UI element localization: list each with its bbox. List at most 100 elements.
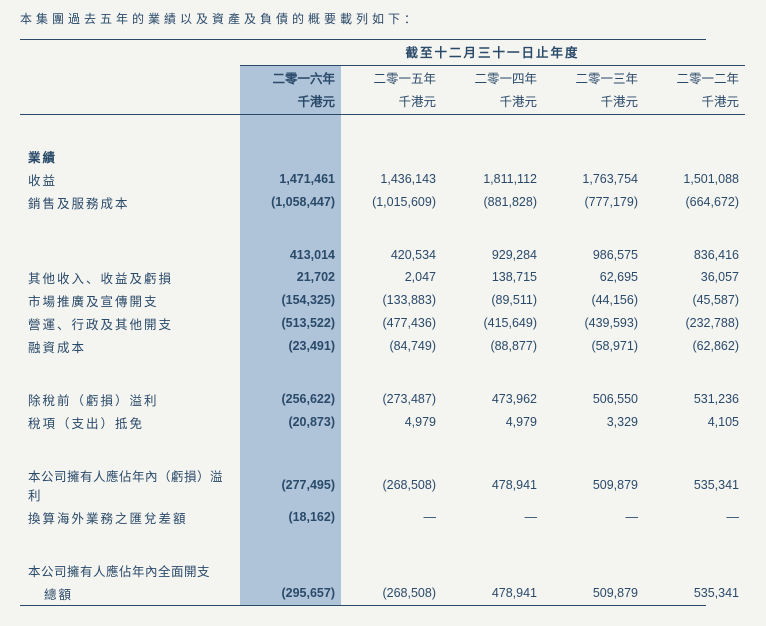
row-label-total-1: 本公司擁有人應佔年內全面開支 bbox=[20, 559, 240, 582]
row-label-admin: 營運、行政及其他開支 bbox=[20, 312, 240, 335]
table-row: 除稅前（虧損）溢利 (256,622) (273,487) 473,962 50… bbox=[20, 388, 745, 411]
financial-summary-table: 截至十二月三十一日止年度 二零一六年 二零一五年 二零一四年 二零一三年 二零一… bbox=[20, 40, 745, 605]
cell: 1,501,088 bbox=[644, 168, 745, 191]
cell: (256,622) bbox=[240, 388, 341, 411]
cell: (88,877) bbox=[442, 335, 543, 358]
cell: 473,962 bbox=[442, 388, 543, 411]
cell: 4,979 bbox=[442, 411, 543, 434]
col-year-2016: 二零一六年 bbox=[240, 66, 341, 90]
cell: (881,828) bbox=[442, 191, 543, 214]
cell: (18,162) bbox=[240, 506, 341, 529]
cell: 531,236 bbox=[644, 388, 745, 411]
col-year-2012: 二零一二年 bbox=[644, 66, 745, 90]
cell: (58,971) bbox=[543, 335, 644, 358]
row-label-fx: 換算海外業務之匯兌差額 bbox=[20, 506, 240, 529]
cell: (415,649) bbox=[442, 312, 543, 335]
cell: 138,715 bbox=[442, 266, 543, 289]
table-row: 本公司擁有人應佔年內（虧損）溢利 (277,495) (268,508) 478… bbox=[20, 464, 745, 506]
cell: 1,811,112 bbox=[442, 168, 543, 191]
cell: 3,329 bbox=[543, 411, 644, 434]
row-label-owners: 本公司擁有人應佔年內（虧損）溢利 bbox=[20, 464, 240, 506]
cell: (84,749) bbox=[341, 335, 442, 358]
cell: 413,014 bbox=[240, 244, 341, 266]
cell: (89,511) bbox=[442, 289, 543, 312]
cell: — bbox=[341, 506, 442, 529]
cell: — bbox=[543, 506, 644, 529]
row-label-marketing: 市場推廣及宣傳開支 bbox=[20, 289, 240, 312]
cell: 420,534 bbox=[341, 244, 442, 266]
cell: (777,179) bbox=[543, 191, 644, 214]
cell: (232,788) bbox=[644, 312, 745, 335]
cell: (44,156) bbox=[543, 289, 644, 312]
cell: 535,341 bbox=[644, 582, 745, 605]
cell: 1,763,754 bbox=[543, 168, 644, 191]
cell: (1,058,447) bbox=[240, 191, 341, 214]
col-year-2013: 二零一三年 bbox=[543, 66, 644, 90]
row-label-tax: 稅項（支出）抵免 bbox=[20, 411, 240, 434]
cell: (477,436) bbox=[341, 312, 442, 335]
col-unit-2012: 千港元 bbox=[644, 89, 745, 115]
table-row: 收益 1,471,461 1,436,143 1,811,112 1,763,7… bbox=[20, 168, 745, 191]
table-period-header: 截至十二月三十一日止年度 bbox=[240, 40, 745, 66]
cell: — bbox=[442, 506, 543, 529]
col-unit-2013: 千港元 bbox=[543, 89, 644, 115]
cell: 1,436,143 bbox=[341, 168, 442, 191]
row-label-pbt: 除稅前（虧損）溢利 bbox=[20, 388, 240, 411]
col-unit-2016: 千港元 bbox=[240, 89, 341, 115]
row-label-cogs: 銷售及服務成本 bbox=[20, 191, 240, 214]
cell: 36,057 bbox=[644, 266, 745, 289]
cell: (273,487) bbox=[341, 388, 442, 411]
cell: (295,657) bbox=[240, 582, 341, 605]
table-row: 融資成本 (23,491) (84,749) (88,877) (58,971)… bbox=[20, 335, 745, 358]
cell: (62,862) bbox=[644, 335, 745, 358]
cell: (268,508) bbox=[341, 582, 442, 605]
cell: (268,508) bbox=[341, 464, 442, 506]
cell: 929,284 bbox=[442, 244, 543, 266]
cell: 836,416 bbox=[644, 244, 745, 266]
intro-text: 本集團過去五年的業績以及資產及負債的概要載列如下： bbox=[20, 10, 706, 27]
table-row: 本公司擁有人應佔年內全面開支 bbox=[20, 559, 745, 582]
cell: 4,105 bbox=[644, 411, 745, 434]
table-row: 413,014 420,534 929,284 986,575 836,416 bbox=[20, 244, 745, 266]
financial-summary-table-wrap: 截至十二月三十一日止年度 二零一六年 二零一五年 二零一四年 二零一三年 二零一… bbox=[20, 39, 706, 606]
table-row: 銷售及服務成本 (1,058,447) (1,015,609) (881,828… bbox=[20, 191, 745, 214]
table-row: 總額 (295,657) (268,508) 478,941 509,879 5… bbox=[20, 582, 745, 605]
cell: 509,879 bbox=[543, 582, 644, 605]
col-unit-2014: 千港元 bbox=[442, 89, 543, 115]
row-label-total-2: 總額 bbox=[20, 582, 240, 605]
cell: 535,341 bbox=[644, 464, 745, 506]
table-row: 換算海外業務之匯兌差額 (18,162) — — — — bbox=[20, 506, 745, 529]
cell: 506,550 bbox=[543, 388, 644, 411]
cell: 1,471,461 bbox=[240, 168, 341, 191]
cell: 2,047 bbox=[341, 266, 442, 289]
cell: (1,015,609) bbox=[341, 191, 442, 214]
cell: 21,702 bbox=[240, 266, 341, 289]
cell: 4,979 bbox=[341, 411, 442, 434]
cell: — bbox=[644, 506, 745, 529]
cell: 62,695 bbox=[543, 266, 644, 289]
table-row: 營運、行政及其他開支 (513,522) (477,436) (415,649)… bbox=[20, 312, 745, 335]
cell: (513,522) bbox=[240, 312, 341, 335]
cell: (664,672) bbox=[644, 191, 745, 214]
table-row: 稅項（支出）抵免 (20,873) 4,979 4,979 3,329 4,10… bbox=[20, 411, 745, 434]
table-row: 其他收入、收益及虧損 21,702 2,047 138,715 62,695 3… bbox=[20, 266, 745, 289]
col-year-2014: 二零一四年 bbox=[442, 66, 543, 90]
cell: (277,495) bbox=[240, 464, 341, 506]
cell: (20,873) bbox=[240, 411, 341, 434]
row-label-finance: 融資成本 bbox=[20, 335, 240, 358]
row-label-other-income: 其他收入、收益及虧損 bbox=[20, 266, 240, 289]
col-year-2015: 二零一五年 bbox=[341, 66, 442, 90]
table-row: 市場推廣及宣傳開支 (154,325) (133,883) (89,511) (… bbox=[20, 289, 745, 312]
section-results: 業績 bbox=[20, 145, 240, 168]
cell: (439,593) bbox=[543, 312, 644, 335]
cell: 478,941 bbox=[442, 464, 543, 506]
col-unit-2015: 千港元 bbox=[341, 89, 442, 115]
cell: (154,325) bbox=[240, 289, 341, 312]
row-label-revenue: 收益 bbox=[20, 168, 240, 191]
cell: (133,883) bbox=[341, 289, 442, 312]
cell: 509,879 bbox=[543, 464, 644, 506]
cell: (23,491) bbox=[240, 335, 341, 358]
cell: 986,575 bbox=[543, 244, 644, 266]
cell: 478,941 bbox=[442, 582, 543, 605]
cell: (45,587) bbox=[644, 289, 745, 312]
